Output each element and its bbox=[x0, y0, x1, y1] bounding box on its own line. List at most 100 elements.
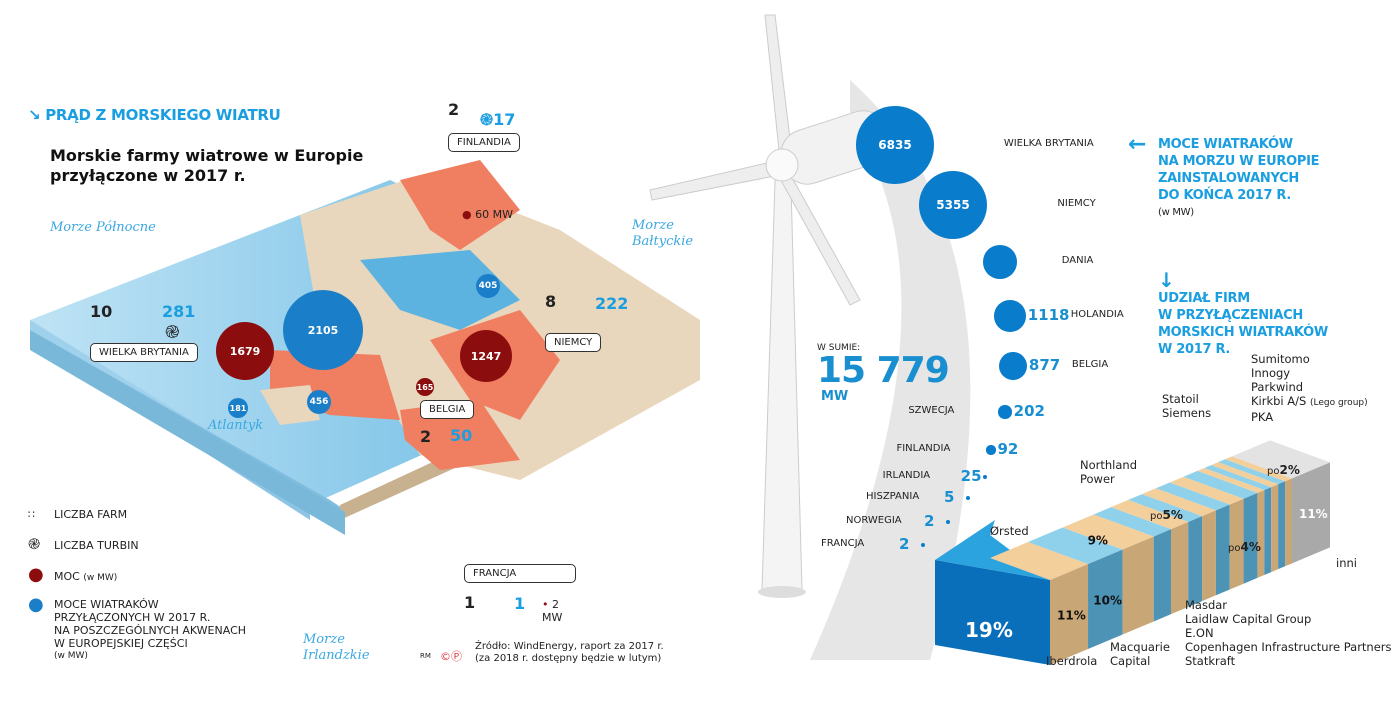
sea-line: Irlandzkie bbox=[303, 648, 370, 663]
pct-label: 4% bbox=[1240, 540, 1261, 554]
country-name: BELGIA bbox=[1071, 359, 1109, 370]
label-line: Northland bbox=[1080, 458, 1137, 472]
capacity-bubble: 6835 bbox=[856, 106, 934, 184]
sea-line: Bałtyckie bbox=[632, 234, 694, 249]
bar-segment-top bbox=[1197, 467, 1265, 493]
country-germany: 8 222 NIEMCY bbox=[545, 292, 628, 352]
label-line: Parkwind bbox=[1251, 380, 1304, 394]
farm-count: 2 bbox=[420, 427, 432, 446]
label-line: Innogy bbox=[1251, 366, 1291, 380]
capacity-bubble: 5355 bbox=[918, 170, 988, 240]
label-line: Macquarie bbox=[1110, 640, 1170, 654]
legend-line: W EUROPEJSKIEJ CZĘŚCI bbox=[54, 637, 188, 650]
country-name: WIELKA BRYTANIA bbox=[1003, 138, 1094, 149]
total-value: 15 779 bbox=[817, 350, 950, 391]
source-line: Źródło: WindEnergy, raport za 2017 r. bbox=[475, 641, 664, 652]
power: • 2 MW bbox=[542, 598, 576, 624]
legend-label: LICZBA FARM bbox=[54, 508, 128, 521]
po-label: po bbox=[1228, 543, 1241, 554]
source-line: (za 2018 r. dostępny będzie w lutym) bbox=[475, 653, 662, 664]
turbine-count: 222 bbox=[595, 294, 629, 313]
label-line: Sumitomo bbox=[1251, 352, 1310, 366]
subtitle-line: przyłączone w 2017 r. bbox=[50, 166, 246, 185]
power-dot-icon: • bbox=[542, 598, 549, 611]
capacity-value: 2 bbox=[899, 535, 910, 553]
capacity-bubble bbox=[994, 300, 1026, 332]
label-po4-group: Masdar Laidlaw Capital Group E.ON Copenhage… bbox=[1185, 598, 1392, 668]
country-label: NIEMCY bbox=[545, 333, 602, 352]
farm-count: 2 bbox=[448, 100, 460, 119]
label-line: Power bbox=[1080, 472, 1115, 486]
bar-segment bbox=[1243, 492, 1258, 584]
bar-segment bbox=[1271, 484, 1279, 573]
capacity-value: 5355 bbox=[936, 197, 970, 212]
bar-value-label: 11% bbox=[1299, 507, 1328, 521]
shares-title: ↓ UDZIAŁ FIRM W PRZYŁĄCZENIACH MORSKICH WI… bbox=[1158, 270, 1328, 358]
title-line: MORSKICH WIATRAKÓW bbox=[1158, 325, 1328, 340]
country-name: FRANCJA bbox=[821, 538, 865, 549]
label-line: Masdar bbox=[1185, 598, 1228, 612]
total-label: W SUMIE: bbox=[817, 343, 861, 353]
country-label: BELGIA bbox=[420, 400, 475, 419]
label-line: Statkraft bbox=[1185, 654, 1236, 668]
header-title: ↘ PRĄD Z MORSKIEGO WIATRU bbox=[28, 106, 281, 124]
country-name: NIEMCY bbox=[1057, 198, 1096, 209]
bar-segment-top bbox=[1169, 476, 1244, 505]
title-line: ZAINSTALOWANYCH bbox=[1158, 171, 1299, 186]
capacity-bubble bbox=[986, 445, 996, 455]
capacity-value: 2 bbox=[924, 512, 935, 530]
farm-count: 1 bbox=[464, 593, 476, 612]
capacity-bubble bbox=[999, 352, 1027, 380]
bar-segment bbox=[1257, 489, 1265, 578]
turbine-value: 17 bbox=[493, 110, 516, 129]
pct-label: 2% bbox=[1279, 463, 1300, 477]
subtitle: Morskie farmy wiatrowe w Europie przyłącz… bbox=[50, 146, 363, 186]
turbine-icon: ֎ bbox=[480, 110, 494, 129]
country-name: DANIA bbox=[1061, 255, 1094, 266]
label-note: (Lego group) bbox=[1309, 398, 1368, 408]
power: ● 60 MW bbox=[462, 208, 513, 221]
po-label: po bbox=[1267, 466, 1280, 477]
source: Źródło: WindEnergy, raport za 2017 r. (za… bbox=[475, 641, 664, 665]
country-name: SZWECJA bbox=[908, 405, 955, 416]
arrow-down-icon: ↓ bbox=[1158, 268, 1175, 292]
label-line: Siemens bbox=[1162, 406, 1212, 420]
bar-segment-top bbox=[1183, 470, 1258, 499]
europe-map bbox=[30, 160, 700, 535]
legend-line: PRZYŁĄCZONYCH W 2017 R. bbox=[54, 611, 211, 624]
turbine-icon: ֎ bbox=[28, 535, 41, 553]
legend-label: LICZBA TURBIN bbox=[54, 539, 139, 552]
legend-unit: (w MW) bbox=[83, 573, 118, 583]
legend-label: MOC bbox=[54, 570, 80, 583]
country-name: IRLANDIA bbox=[882, 470, 931, 481]
legend-turbines: ֎ LICZBA TURBIN bbox=[28, 535, 246, 568]
label-line: E.ON bbox=[1185, 626, 1214, 640]
farm-count: 8 bbox=[545, 292, 557, 311]
label-statoil-siemens: Statoil Siemens bbox=[1162, 392, 1211, 420]
label-line: PKA bbox=[1251, 410, 1274, 424]
credit: RM bbox=[420, 652, 431, 660]
turbine-count: 50 bbox=[450, 426, 473, 445]
power-bubble-germany: 1247 bbox=[460, 330, 512, 382]
capacity-bubble-atlantic: 181 bbox=[228, 398, 248, 418]
copyright-icon: ©Ⓟ bbox=[440, 650, 462, 663]
farm-count: 10 bbox=[90, 302, 113, 321]
title-line: NA MORZU W EUROPIE bbox=[1158, 154, 1320, 169]
sea-line: Morze bbox=[303, 632, 345, 647]
label-iberdrola: Iberdrola bbox=[1046, 654, 1098, 668]
bar-segment-top bbox=[1155, 482, 1230, 511]
title-line: W PRZYŁĄCZENIACH bbox=[1158, 308, 1303, 323]
capacity-bubble-irish: 456 bbox=[307, 390, 331, 414]
country-name: NORWEGIA bbox=[846, 515, 902, 526]
capacity-value: 25 bbox=[960, 467, 982, 485]
capacity-bubble bbox=[983, 245, 1017, 279]
capacity-bubble-baltic: 405 bbox=[476, 274, 500, 298]
legend-line: MOCE WIATRAKÓW bbox=[54, 598, 159, 611]
capacity-bubble bbox=[998, 405, 1012, 419]
title-line: W 2017 R. bbox=[1158, 342, 1231, 357]
label-northland: Northland Power bbox=[1080, 458, 1137, 486]
sea-line: Morze bbox=[632, 218, 674, 233]
legend: ∷ LICZBA FARM ֎ LICZBA TURBIN ● MOC (w MW) … bbox=[28, 508, 246, 663]
bar-segment bbox=[1202, 510, 1216, 602]
